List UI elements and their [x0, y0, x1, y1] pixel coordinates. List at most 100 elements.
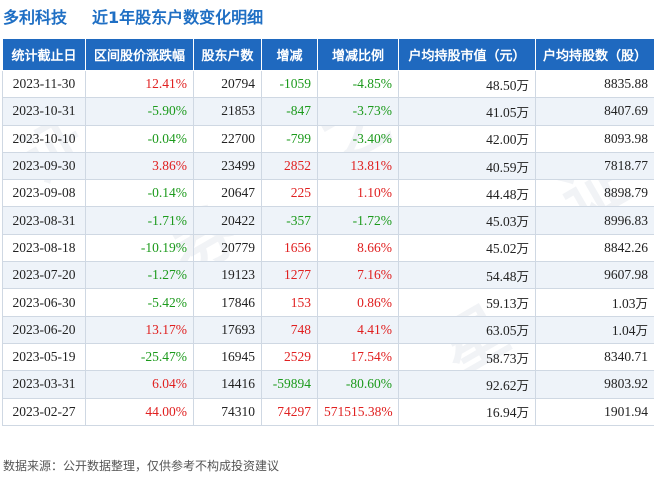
change-ratio-cell: 7.16%	[317, 261, 399, 290]
column-header: 增减比例	[317, 38, 399, 71]
date-cell: 2023-06-20	[2, 315, 86, 344]
table-row: 2023-10-31 -5.90% 21853 -847 -3.73% 41.05万 840…	[2, 97, 654, 126]
change-ratio-cell: -3.40%	[317, 124, 399, 153]
table-row: 2023-09-30 3.86% 23499 2852 13.81% 40.59万 7818…	[2, 151, 654, 181]
avg-shares-cell: 7818.77	[535, 151, 654, 181]
change-ratio-cell: 571515.38%	[317, 397, 399, 426]
holders-cell: 74310	[193, 397, 262, 426]
date-cell: 2023-08-31	[2, 206, 86, 235]
table-row: 2023-09-08 -0.14% 20647 225 1.10% 44.48万 8898.…	[2, 179, 654, 208]
avg-value-cell: 59.13万	[398, 288, 536, 317]
change-ratio-cell: 17.54%	[317, 342, 399, 372]
price-change-cell: -25.47%	[85, 342, 194, 372]
change-ratio-cell: -4.85%	[317, 69, 399, 99]
avg-shares-cell: 1901.94	[535, 397, 654, 426]
title-bar: 多利科技 近1年股东户数变化明细	[0, 0, 654, 30]
holder-change-table: 统计截止日 区间股价涨跌幅 股东户数 增减 增减比例 户均持股市值（元） 户均持股数（股） …	[2, 38, 654, 426]
avg-shares-cell: 9607.98	[535, 261, 654, 290]
avg-shares-cell: 8093.98	[535, 124, 654, 153]
holders-cell: 19123	[193, 261, 262, 290]
avg-shares-cell: 9803.92	[535, 370, 654, 399]
change-cell: 74297	[261, 397, 318, 426]
price-change-cell: -1.27%	[85, 261, 194, 290]
avg-value-cell: 48.50万	[398, 69, 536, 99]
date-cell: 2023-07-20	[2, 261, 86, 290]
avg-value-cell: 44.48万	[398, 179, 536, 208]
change-ratio-cell: -80.60%	[317, 370, 399, 399]
column-header: 区间股价涨跌幅	[85, 38, 194, 71]
change-cell: -847	[261, 97, 318, 126]
avg-value-cell: 41.05万	[398, 97, 536, 126]
change-cell: 748	[261, 315, 318, 344]
table-row: 2023-07-20 -1.27% 19123 1277 7.16% 54.48万 9607…	[2, 261, 654, 290]
avg-value-cell: 42.00万	[398, 124, 536, 153]
holders-cell: 16945	[193, 342, 262, 372]
price-change-cell: -10.19%	[85, 233, 194, 263]
holders-cell: 22700	[193, 124, 262, 153]
holders-cell: 17846	[193, 288, 262, 317]
price-change-cell: -1.71%	[85, 206, 194, 235]
change-ratio-cell: 8.66%	[317, 233, 399, 263]
table-row: 2023-06-30 -5.42% 17846 153 0.86% 59.13万 1.03万	[2, 288, 654, 317]
holders-cell: 20794	[193, 69, 262, 99]
date-cell: 2023-03-31	[2, 370, 86, 399]
price-change-cell: 12.41%	[85, 69, 194, 99]
avg-value-cell: 63.05万	[398, 315, 536, 344]
avg-shares-cell: 8407.69	[535, 97, 654, 126]
change-cell: -357	[261, 206, 318, 235]
price-change-cell: 6.04%	[85, 370, 194, 399]
change-cell: 225	[261, 179, 318, 208]
avg-shares-cell: 8340.71	[535, 342, 654, 372]
avg-shares-cell: 8835.88	[535, 69, 654, 99]
column-header: 户均持股市值（元）	[398, 38, 536, 71]
avg-value-cell: 54.48万	[398, 261, 536, 290]
avg-shares-cell: 8898.79	[535, 179, 654, 208]
table-row: 2023-08-18 -10.19% 20779 1656 8.66% 45.02万 884…	[2, 233, 654, 263]
date-cell: 2023-08-18	[2, 233, 86, 263]
change-cell: 153	[261, 288, 318, 317]
date-cell: 2023-05-19	[2, 342, 86, 372]
holders-cell: 14416	[193, 370, 262, 399]
column-header: 户均持股数（股）	[535, 38, 654, 71]
avg-value-cell: 45.03万	[398, 206, 536, 235]
date-cell: 2023-10-31	[2, 97, 86, 126]
table-row: 2023-02-27 44.00% 74310 74297 571515.38% 16.9…	[2, 397, 654, 426]
avg-shares-cell: 1.03万	[535, 288, 654, 317]
price-change-cell: 44.00%	[85, 397, 194, 426]
table-row: 2023-03-31 6.04% 14416 -59894 -80.60% 92.62万 9…	[2, 370, 654, 399]
price-change-cell: 13.17%	[85, 315, 194, 344]
avg-value-cell: 40.59万	[398, 151, 536, 181]
change-cell: 1656	[261, 233, 318, 263]
date-cell: 2023-11-30	[2, 69, 86, 99]
table-row: 2023-05-19 -25.47% 16945 2529 17.54% 58.73万 83…	[2, 342, 654, 372]
change-cell: -799	[261, 124, 318, 153]
table-row: 2023-08-31 -1.71% 20422 -357 -1.72% 45.03万 899…	[2, 206, 654, 235]
price-change-cell: -0.04%	[85, 124, 194, 153]
change-ratio-cell: 4.41%	[317, 315, 399, 344]
holders-cell: 20647	[193, 179, 262, 208]
avg-shares-cell: 8996.83	[535, 206, 654, 235]
table-row: 2023-11-30 12.41% 20794 -1059 -4.85% 48.50万 88…	[2, 69, 654, 99]
data-source-note: 数据来源：公开数据整理，仅供参考不构成投资建议	[3, 459, 280, 473]
column-header: 增减	[261, 38, 318, 71]
page-title: 近1年股东户数变化明细	[92, 8, 264, 27]
holders-cell: 20422	[193, 206, 262, 235]
date-cell: 2023-02-27	[2, 397, 86, 426]
change-ratio-cell: 0.86%	[317, 288, 399, 317]
change-cell: 2852	[261, 151, 318, 181]
table-row: 2023-06-20 13.17% 17693 748 4.41% 63.05万 1.04万	[2, 315, 654, 344]
holders-cell: 21853	[193, 97, 262, 126]
date-cell: 2023-09-30	[2, 151, 86, 181]
price-change-cell: -0.14%	[85, 179, 194, 208]
avg-value-cell: 92.62万	[398, 370, 536, 399]
avg-value-cell: 16.94万	[398, 397, 536, 426]
holders-cell: 23499	[193, 151, 262, 181]
price-change-cell: 3.86%	[85, 151, 194, 181]
table-header-row: 统计截止日 区间股价涨跌幅 股东户数 增减 增减比例 户均持股市值（元） 户均持股数（股）	[2, 38, 654, 71]
change-cell: -1059	[261, 69, 318, 99]
change-cell: 2529	[261, 342, 318, 372]
change-cell: -59894	[261, 370, 318, 399]
holders-cell: 20779	[193, 233, 262, 263]
change-ratio-cell: -3.73%	[317, 97, 399, 126]
holders-cell: 17693	[193, 315, 262, 344]
